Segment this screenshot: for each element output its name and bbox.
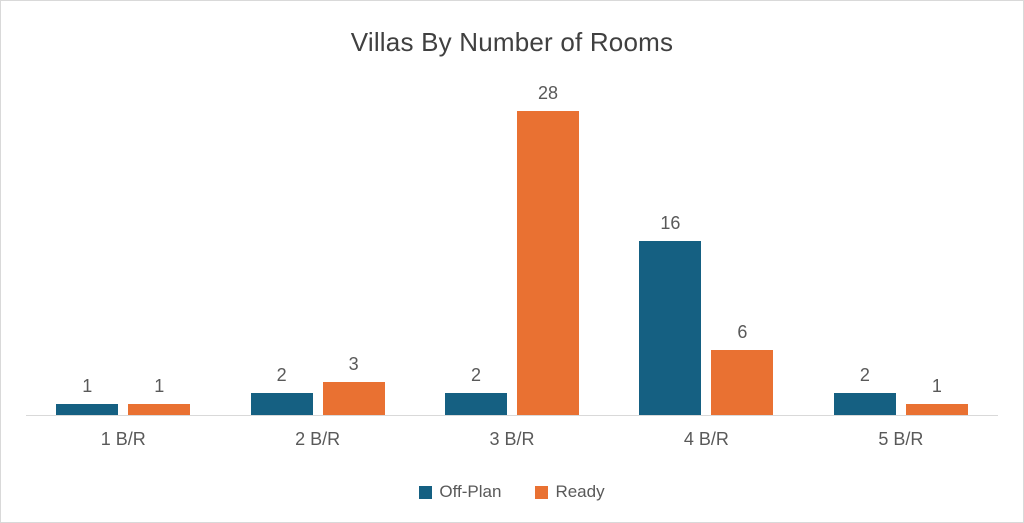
bar-ready: [905, 404, 968, 415]
bar-wrapper: 1: [56, 376, 119, 415]
category-label: 4 B/R: [683, 429, 729, 449]
bar-ready: [711, 350, 774, 415]
legend-label: Ready: [555, 482, 605, 501]
bar-wrapper: 28: [517, 83, 580, 415]
bar-wrapper: 6: [711, 322, 774, 415]
bar-cluster: 2 28: [415, 76, 609, 415]
bar-ready: [517, 111, 580, 415]
legend-item-ready: Ready: [535, 482, 605, 502]
legend-item-off-plan: Off-Plan: [419, 482, 501, 502]
bar-wrapper: 1: [905, 376, 968, 415]
legend-swatch-icon: [535, 485, 549, 499]
bar-offplan: [445, 393, 508, 415]
legend-label: Off-Plan: [439, 482, 502, 501]
bar-value-label: 2: [471, 365, 482, 385]
bar-wrapper: 16: [639, 213, 702, 415]
bar-wrapper: 3: [322, 354, 385, 415]
legend-swatch-icon: [419, 485, 433, 499]
bar-value-label: 2: [859, 365, 870, 385]
plot-area: 1 1 2 3 2 28 16 6 2 1: [26, 76, 998, 415]
bar-wrapper: 1: [128, 376, 191, 415]
bar-offplan: [56, 404, 119, 415]
bar-cluster: 16 6: [609, 76, 803, 415]
bar-value-label: 3: [348, 354, 359, 374]
bar-value-label: 1: [931, 376, 942, 396]
bar-value-label: 16: [660, 213, 681, 233]
bar-value-label: 1: [154, 376, 165, 396]
bar-wrapper: 2: [250, 365, 313, 415]
bar-wrapper: 2: [445, 365, 508, 415]
bar-group: 16 6: [609, 76, 803, 415]
legend: Off-Plan Ready: [1, 482, 1023, 502]
category-label: 3 B/R: [489, 429, 535, 449]
bar-offplan: [639, 241, 702, 415]
bar-wrapper: 2: [833, 365, 896, 415]
bar-group: 2 28: [415, 76, 609, 415]
bar-value-label: 28: [538, 83, 559, 103]
category-label: 5 B/R: [878, 429, 924, 449]
bar-offplan: [833, 393, 896, 415]
bar-value-label: 2: [276, 365, 287, 385]
chart-title: Villas By Number of Rooms: [350, 27, 674, 57]
category-label: 1 B/R: [100, 429, 146, 449]
bar-groups: 1 1 2 3 2 28 16 6 2 1: [26, 76, 998, 415]
bar-value-label: 1: [82, 376, 93, 396]
bar-value-label: 6: [737, 322, 748, 342]
x-axis-category-labels: 1 B/R 2 B/R 3 B/R 4 B/R 5 B/R: [26, 429, 998, 450]
x-axis-line: [26, 415, 998, 416]
bar-ready: [322, 382, 385, 415]
bar-ready: [128, 404, 191, 415]
category-label: 2 B/R: [295, 429, 341, 449]
bar-offplan: [250, 393, 313, 415]
